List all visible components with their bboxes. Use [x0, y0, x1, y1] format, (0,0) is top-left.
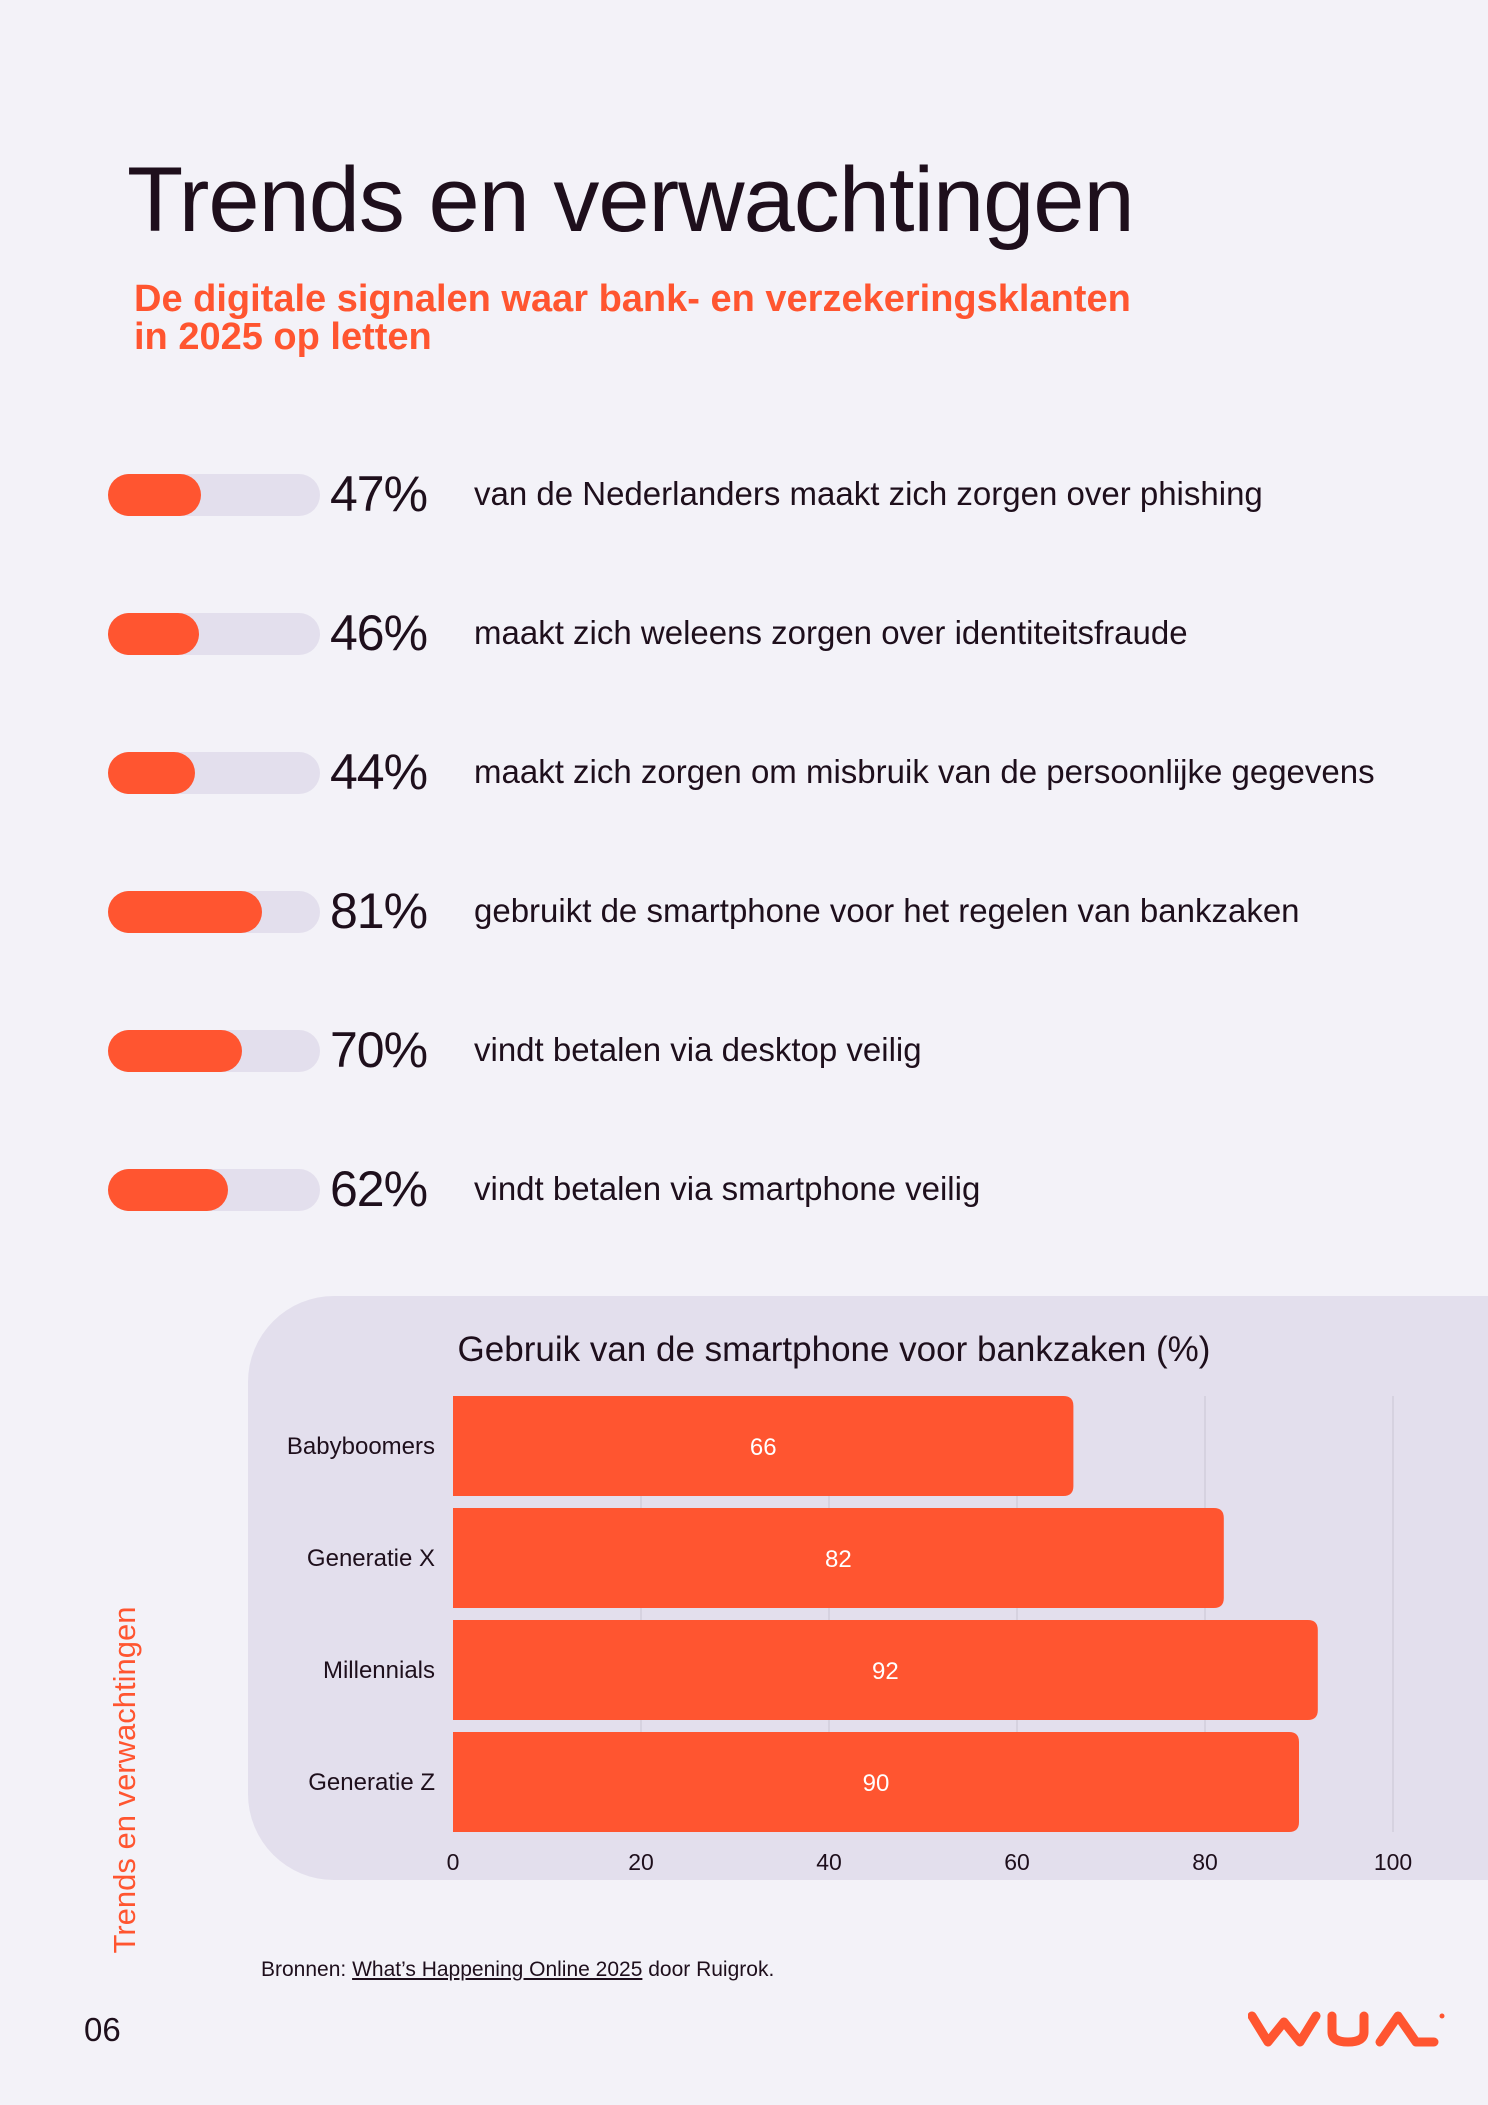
progress-track [108, 613, 320, 655]
progress-track [108, 1030, 320, 1072]
x-tick-label: 80 [1192, 1849, 1218, 1875]
bar-value-label: 92 [872, 1658, 899, 1685]
page-title: Trends en verwachtingen [127, 149, 1135, 251]
x-tick-label: 20 [628, 1849, 654, 1875]
progress-fill [108, 474, 201, 516]
source-prefix: Bronnen: [261, 1958, 353, 1981]
wua-logo-icon [1248, 2011, 1445, 2047]
source-link[interactable]: What’s Happening Online 2025 [352, 1958, 643, 1981]
x-tick-label: 0 [447, 1849, 460, 1875]
bar [453, 1732, 1299, 1832]
stat-item: 44% maakt zich zorgen om misbruik van de… [108, 740, 1468, 800]
progress-track [108, 474, 320, 516]
category-label: Generatie X [307, 1545, 435, 1572]
x-tick-label: 40 [816, 1849, 842, 1875]
stat-percentage: 46% [330, 605, 428, 661]
stat-description: van de Nederlanders maakt zich zorgen ov… [474, 475, 1263, 512]
stat-percentage: 62% [330, 1161, 428, 1217]
side-label: Trends en verwachtingen [107, 1606, 142, 1954]
progress-fill [108, 1169, 228, 1211]
stat-percentage: 44% [330, 744, 428, 800]
progress-fill [108, 1030, 242, 1072]
stat-description: maakt zich weleens zorgen over identitei… [474, 614, 1188, 651]
progress-track [108, 891, 320, 933]
bar-value-label: 66 [750, 1434, 777, 1461]
bar [453, 1396, 1074, 1496]
bar-value-label: 82 [825, 1546, 852, 1573]
stat-description: gebruikt de smartphone voor het regelen … [474, 892, 1300, 929]
stat-item: 47% van de Nederlanders maakt zich zorge… [108, 462, 1468, 522]
stat-description: maakt zich zorgen om misbruik van de per… [474, 753, 1375, 790]
bar-value-label: 90 [863, 1770, 890, 1797]
x-tick-label: 100 [1374, 1849, 1412, 1875]
progress-fill [108, 752, 195, 794]
progress-fill [108, 891, 262, 933]
source-suffix: door Ruigrok. [642, 1958, 775, 1981]
page-number: 06 [84, 2011, 121, 2048]
stat-item: 70% vindt betalen via desktop veilig [108, 1018, 1468, 1078]
progress-fill [108, 613, 199, 655]
stat-description: vindt betalen via desktop veilig [474, 1031, 922, 1068]
subtitle-line-1: De digitale signalen waar bank- en verze… [134, 278, 1131, 320]
category-label: Millennials [323, 1657, 435, 1684]
subtitle-line-2: in 2025 op letten [134, 316, 432, 358]
category-label: Generatie Z [308, 1769, 435, 1796]
source-note: Bronnen: What’s Happening Online 2025 do… [261, 1956, 774, 1984]
stat-percentage: 81% [330, 883, 428, 939]
category-label: Babyboomers [287, 1433, 435, 1460]
stat-description: vindt betalen via smartphone veilig [474, 1170, 981, 1207]
page-subtitle: De digitale signalen waar bank- en verze… [134, 280, 1234, 356]
stat-item: 46% maakt zich weleens zorgen over ident… [108, 601, 1468, 661]
bar [453, 1508, 1224, 1608]
progress-track [108, 1169, 320, 1211]
stat-item: 62% vindt betalen via smartphone veilig [108, 1157, 1468, 1217]
progress-track [108, 752, 320, 794]
stat-percentage: 47% [330, 466, 428, 522]
x-tick-label: 60 [1004, 1849, 1030, 1875]
bar-chart: 0 20 40 60 80 100 66 Babyboomers 82 Generatie X 92… [287, 1396, 1412, 1875]
bar [453, 1620, 1318, 1720]
stat-percentage: 70% [330, 1022, 428, 1078]
chart-title: Gebruik van de smartphone voor bankzaken… [457, 1330, 1211, 1369]
stat-item: 81% gebruikt de smartphone voor het rege… [108, 879, 1468, 939]
